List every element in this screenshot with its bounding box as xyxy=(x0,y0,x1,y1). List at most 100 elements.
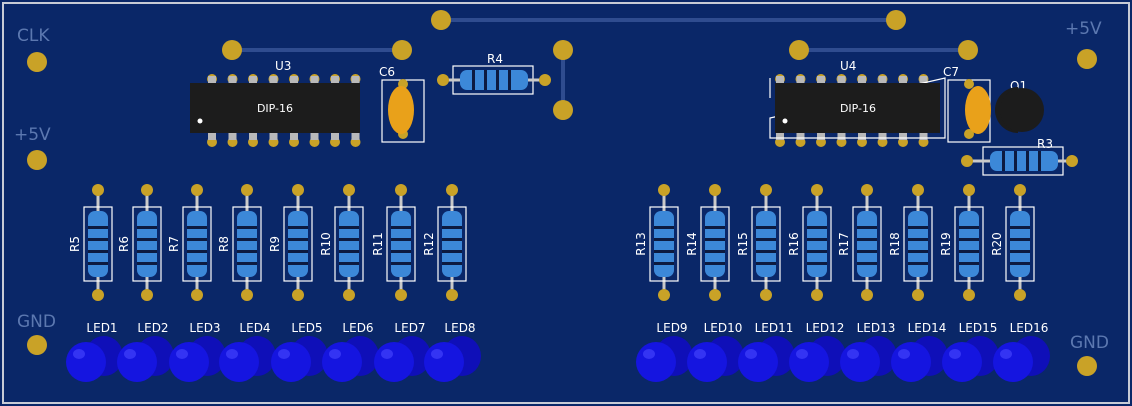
resistor-r9: R9 xyxy=(268,184,313,301)
resistor-band xyxy=(756,250,776,253)
u4-pin-leg xyxy=(858,76,866,84)
r3-band xyxy=(1014,151,1017,171)
led-label: LED2 xyxy=(137,321,168,335)
resistor-band xyxy=(442,262,462,265)
r4-body xyxy=(460,70,528,90)
c7-pad-bottom xyxy=(964,129,974,139)
u4-pin-leg xyxy=(899,132,907,140)
led-highlight xyxy=(176,349,188,359)
resistor-body xyxy=(288,211,308,277)
resistor-band xyxy=(88,226,108,229)
led-label: LED6 xyxy=(342,321,373,335)
resistor-silk xyxy=(751,206,781,282)
resistor-label: R15 xyxy=(736,232,750,256)
led-highlight xyxy=(329,349,341,359)
resistor-body xyxy=(959,211,979,277)
pad-clk xyxy=(27,52,47,72)
label-5v-left: +5V xyxy=(14,125,51,145)
resistor-band xyxy=(137,226,157,229)
resistor-body xyxy=(857,211,877,277)
led-label: LED15 xyxy=(959,321,998,335)
u4-pin-leg xyxy=(796,132,805,140)
led-row: LED1 LED2 LED3 LED4 LED5 LED6 LED7 LED8 LED9 LED1… xyxy=(66,321,1050,382)
resistor-label: R10 xyxy=(319,232,333,256)
resistor-band xyxy=(237,262,257,265)
led-highlight xyxy=(381,349,393,359)
led-highlight xyxy=(278,349,290,359)
r3-band xyxy=(1026,151,1029,171)
led-label: LED14 xyxy=(908,321,947,335)
u3-pin-leg xyxy=(331,132,339,140)
resistor-r3: R3 xyxy=(961,137,1078,176)
led-led13: LED13 xyxy=(840,321,897,382)
u4-pin1-dot xyxy=(782,118,788,124)
resistor-band xyxy=(391,250,411,253)
resistor-silk xyxy=(954,206,984,282)
resistor-band xyxy=(339,250,359,253)
resistor-silk xyxy=(83,206,113,282)
led-highlight xyxy=(847,349,859,359)
resistor-band xyxy=(705,238,725,241)
resistor-r10: R10 xyxy=(319,184,364,301)
resistor-band xyxy=(237,226,257,229)
led-highlight xyxy=(694,349,706,359)
r4-band xyxy=(508,70,511,90)
resistor-band xyxy=(288,238,308,241)
led-label: LED11 xyxy=(755,321,794,335)
resistor-silk xyxy=(903,206,933,282)
resistor-band xyxy=(442,250,462,253)
resistor-band xyxy=(1010,262,1030,265)
resistor-band xyxy=(391,262,411,265)
r4-band xyxy=(472,70,475,90)
led-label: LED12 xyxy=(806,321,845,335)
c7-body xyxy=(965,86,991,134)
resistor-band xyxy=(908,262,928,265)
resistor-band xyxy=(187,250,207,253)
resistor-band xyxy=(339,238,359,241)
resistor-band xyxy=(391,226,411,229)
led-dome xyxy=(374,342,414,382)
u3-pin-leg xyxy=(290,132,298,140)
resistor-pad-top xyxy=(446,184,458,196)
u3-pin-leg xyxy=(269,132,278,140)
pad-u3-right xyxy=(392,40,412,60)
r3-bands xyxy=(1002,151,1041,171)
led-label: LED3 xyxy=(189,321,220,335)
resistor-pad-top xyxy=(912,184,924,196)
u3-ref: U3 xyxy=(275,59,291,73)
u4-pins xyxy=(775,74,929,147)
resistor-pad-bottom xyxy=(760,289,772,301)
capacitor-c7: C7 xyxy=(943,65,991,143)
resistor-band xyxy=(756,238,776,241)
resistor-label: R20 xyxy=(990,232,1004,256)
pad-u3-left xyxy=(222,40,242,60)
u4-ref: U4 xyxy=(840,59,856,73)
resistor-band xyxy=(756,226,776,229)
resistor-pad-top xyxy=(343,184,355,196)
led-dome xyxy=(789,342,829,382)
label-gnd-right: GND xyxy=(1070,333,1109,353)
resistor-body xyxy=(88,211,108,277)
resistor-silk xyxy=(232,206,262,282)
label-5v-right: +5V xyxy=(1065,19,1102,39)
u3-pin1-dot xyxy=(197,118,203,124)
resistor-silk xyxy=(1005,206,1035,282)
resistor-band xyxy=(187,262,207,265)
u3-pins xyxy=(207,74,361,147)
resistor-band xyxy=(908,238,928,241)
resistor-band xyxy=(807,238,827,241)
resistor-band xyxy=(857,262,877,265)
r3-pad-right xyxy=(1066,155,1078,167)
resistor-body xyxy=(391,211,411,277)
resistor-pad-bottom xyxy=(343,289,355,301)
led-label: LED7 xyxy=(394,321,425,335)
led-dome xyxy=(942,342,982,382)
transistor-q1: Q1 xyxy=(995,79,1044,133)
connector-pads xyxy=(27,10,1097,376)
resistor-pad-bottom xyxy=(912,289,924,301)
resistor-pad-top xyxy=(709,184,721,196)
u4-pin-leg xyxy=(796,76,805,84)
resistor-band xyxy=(88,250,108,253)
resistor-band xyxy=(339,226,359,229)
r3-body xyxy=(990,151,1058,171)
